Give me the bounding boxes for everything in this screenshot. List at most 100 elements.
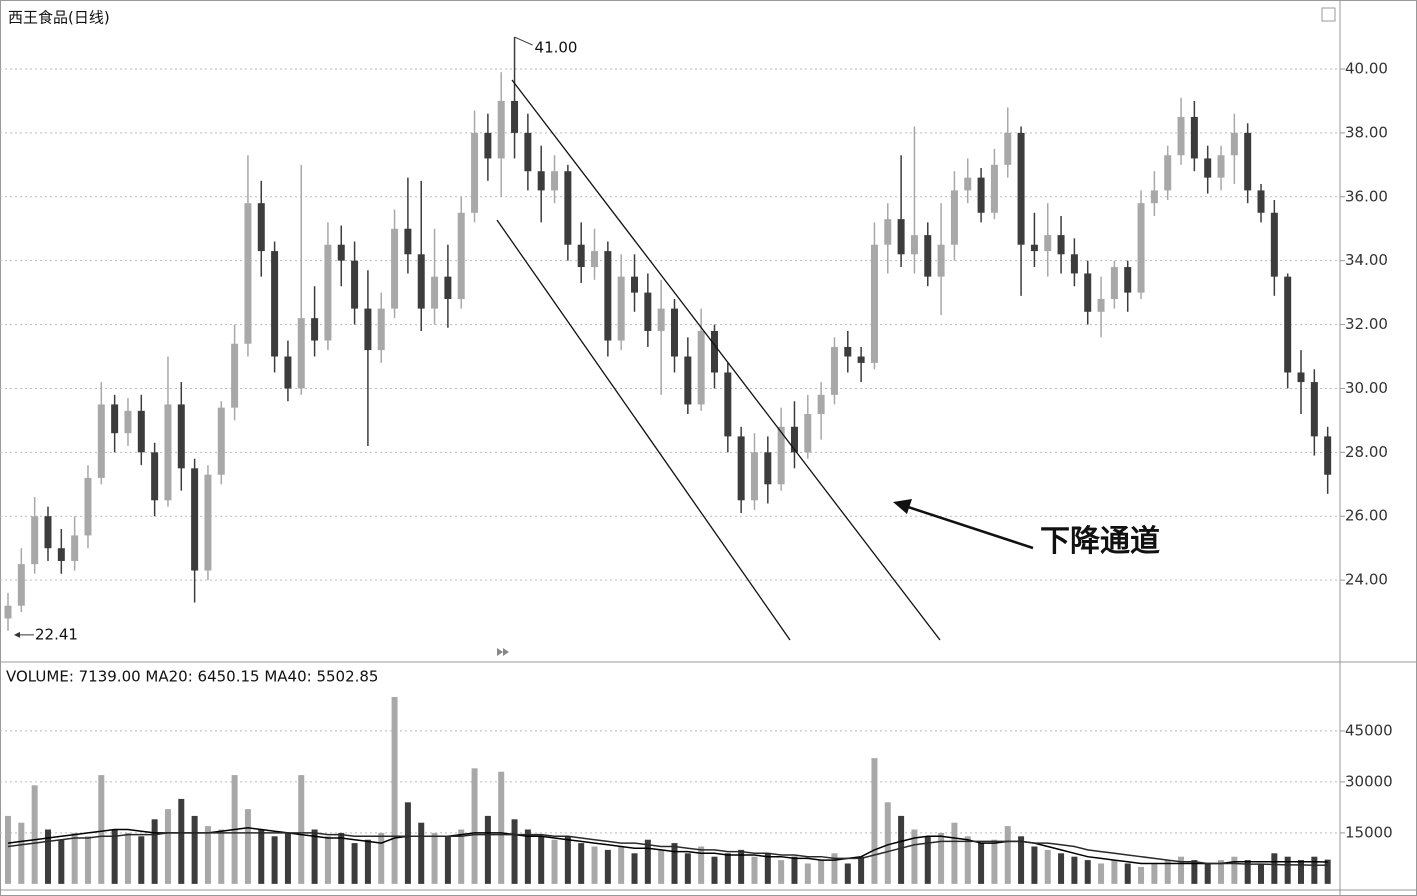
volume-bar [511,819,518,884]
candle-body [617,276,625,341]
y-tick-label: 15000 [1345,823,1393,841]
y-tick-label: 32.00 [1345,315,1388,333]
volume-bar [471,768,478,884]
candle-body [1204,158,1212,178]
volume-bar [658,849,665,884]
candle-body [404,228,412,255]
volume-bar [951,822,958,884]
volume-bar [1111,860,1118,884]
candle-body [737,436,745,501]
volume-bar [911,829,918,884]
candle-body [111,404,119,434]
candle-body [17,564,25,606]
candle-body [857,356,865,363]
volume-bar [804,863,811,884]
volume-bar [644,839,651,884]
volume-bar [871,758,878,884]
volume-bar [498,771,505,884]
y-tick-label: 36.00 [1345,187,1388,205]
candle-body [311,318,319,341]
chart-title: 西王食品(日线) [8,9,110,27]
volume-bar [684,853,691,884]
candle-body [964,177,972,191]
candle-body [431,276,439,309]
volume-bar [378,832,385,884]
candle-body [870,244,878,363]
candle-body [444,276,452,300]
candle-body [977,177,985,213]
volume-bar [218,829,225,884]
candle-body [764,452,772,485]
volume-bar [1004,826,1011,884]
candle-body [1217,155,1225,178]
candle-body [484,132,492,159]
volume-bar [751,856,758,884]
candle-body [644,292,652,331]
volume-bar [431,832,438,884]
volume-bar [404,802,411,884]
candle-body [950,190,958,245]
volume-bar [884,802,891,884]
volume-bar [924,836,931,884]
volume-bar [391,696,398,884]
volume-bar [444,836,451,884]
volume-bar [1098,863,1105,884]
candle-body [1070,254,1078,274]
maximize-icon[interactable] [1321,7,1336,22]
volume-bar [458,829,465,884]
candle-body [844,346,852,357]
ma-line [7,827,1328,865]
candle-body [924,235,932,277]
ma-line [7,832,1328,866]
volume-bar [631,853,638,884]
volume-bar [364,839,371,884]
volume-bar [591,846,598,884]
scroll-icon[interactable] [497,648,503,656]
candle-body [1004,132,1012,165]
candle-body [31,516,39,565]
candle-body [697,330,705,405]
volume-bar [418,822,425,884]
candle-body [1297,372,1305,383]
candle-body [910,235,918,255]
volume-bar [298,775,305,884]
candle-body [1137,203,1145,293]
volume-bar [1031,846,1038,884]
candle-body [830,346,838,395]
volume-bar [671,843,678,884]
candle-body [524,132,532,172]
y-tick-label: 34.00 [1345,251,1388,269]
volume-bar [711,856,718,884]
scroll-icon[interactable] [503,648,509,656]
volume-bar [1284,856,1291,884]
annotation-label: 22.41 [35,625,78,643]
volume-bar [978,843,985,884]
channel-lower-line [496,219,791,641]
annotation-pointer-head [14,631,20,638]
candle-body [364,308,372,351]
candle-body [244,203,252,344]
candle-body [1164,155,1172,191]
candle-body [804,414,812,453]
volume-bar [764,853,771,884]
volume-bar [338,832,345,884]
candle-body [471,132,479,213]
annotation-text: 下降通道 [1040,524,1160,559]
volume-bar [1244,860,1251,884]
volume-bar [1124,863,1131,884]
volume-bar [1151,863,1158,884]
candle-body [97,404,105,478]
volume-bar [178,798,185,884]
candle-body [1110,267,1118,300]
volume-bar [1191,860,1198,884]
volume-bar [524,829,531,884]
volume-bar [964,836,971,884]
candle-body [377,308,385,351]
y-tick-label: 40.00 [1345,60,1388,78]
candle-body [1124,267,1132,293]
volume-bar [351,843,358,884]
candle-body [191,468,199,571]
y-tick-label: 45000 [1345,721,1393,739]
volume-bar [1058,853,1065,884]
